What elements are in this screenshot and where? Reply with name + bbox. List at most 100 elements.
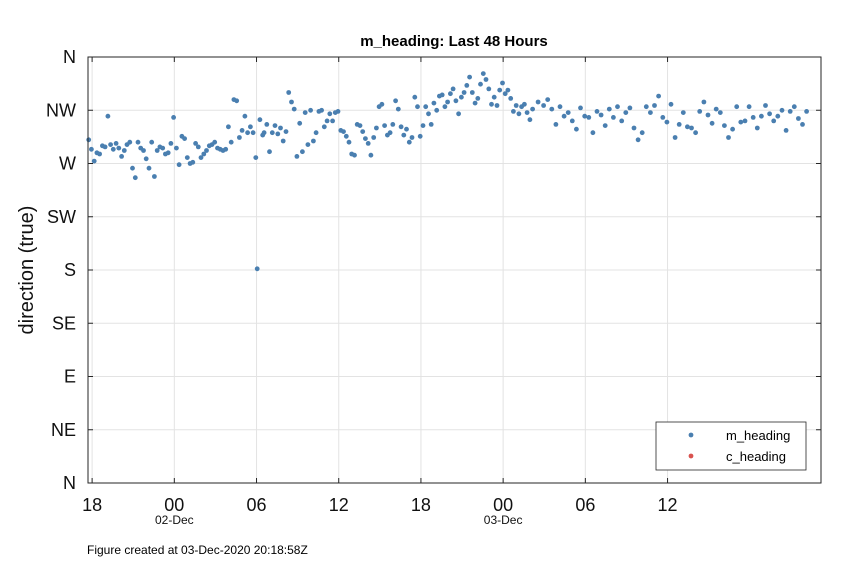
m-heading-point — [524, 110, 530, 115]
m-heading-point — [113, 141, 119, 146]
m-heading-point — [415, 104, 420, 110]
m-heading-point — [594, 109, 600, 114]
m-heading-point — [771, 118, 777, 124]
m-heading-point — [639, 130, 645, 136]
m-heading-point — [497, 87, 503, 93]
m-heading-point — [530, 106, 535, 112]
m-heading-point — [668, 101, 674, 107]
m-heading-point — [511, 109, 516, 114]
m-heading-point — [267, 149, 272, 155]
m-heading-point — [201, 151, 207, 157]
m-heading-point — [365, 141, 371, 146]
m-heading-point — [269, 130, 275, 136]
m-heading-point — [409, 135, 415, 140]
m-heading-point — [453, 98, 459, 104]
m-heading-point — [319, 107, 324, 113]
x-tick-label: 12 — [658, 495, 678, 515]
m-heading-point — [300, 149, 305, 155]
x-tick-label: 06 — [575, 495, 595, 515]
m-heading-point — [379, 101, 385, 107]
m-heading-point — [283, 129, 289, 135]
m-heading-point — [280, 138, 286, 144]
m-heading-point — [324, 118, 330, 124]
m-heading-point — [713, 106, 719, 112]
m-heading-point — [775, 113, 781, 119]
m-heading-point — [174, 145, 179, 151]
m-heading-point — [195, 144, 201, 150]
m-heading-point — [245, 130, 251, 136]
x-tick-label: 06 — [247, 495, 267, 515]
m-heading-point — [619, 118, 625, 124]
m-heading-point — [513, 103, 519, 108]
m-heading-point — [467, 74, 472, 80]
m-heading-point — [561, 113, 567, 119]
m-heading-point — [119, 154, 124, 159]
m-heading-point — [486, 86, 492, 92]
m-heading-point — [545, 97, 551, 102]
m-heading-point — [505, 87, 511, 93]
m-heading-point — [442, 104, 448, 110]
m-heading-point — [141, 148, 146, 153]
m-heading-point — [734, 104, 740, 110]
m-heading-point — [406, 139, 412, 145]
m-heading-point — [371, 135, 377, 140]
x-tick-label: 18 — [411, 495, 431, 515]
m-heading-point — [779, 107, 785, 113]
m-heading-point — [516, 111, 522, 117]
m-heading-point — [423, 104, 429, 110]
m-heading-point — [783, 127, 789, 133]
m-heading-point — [689, 125, 694, 131]
m-heading-point — [553, 122, 559, 127]
m-heading-point — [184, 155, 190, 161]
m-heading-point — [611, 115, 616, 120]
m-heading-point — [272, 123, 278, 128]
m-heading-point — [738, 119, 744, 125]
m-heading-point — [459, 94, 464, 100]
data-points — [86, 71, 809, 272]
m-heading-point — [311, 138, 316, 144]
m-heading-point — [412, 94, 418, 100]
m-heading-point — [726, 135, 731, 140]
m-heading-point — [302, 110, 308, 115]
m-heading-point — [226, 124, 231, 130]
m-heading-point — [368, 152, 374, 158]
m-heading-point — [335, 109, 341, 114]
m-heading-point — [672, 135, 678, 140]
m-heading-point — [382, 123, 387, 128]
m-heading-point — [357, 123, 363, 128]
legend-label-m-heading: m_heading — [726, 428, 790, 443]
figure-created-caption: Figure created at 03-Dec-2020 20:18:58Z — [87, 543, 308, 557]
m-heading-point — [522, 101, 527, 107]
m-heading-point — [705, 112, 711, 118]
m-heading-point — [478, 81, 483, 87]
m-heading-point — [502, 91, 508, 97]
m-heading-point — [254, 266, 260, 272]
chart-title: m_heading: Last 48 Hours — [360, 33, 548, 50]
m-heading-point — [275, 131, 281, 137]
m-heading-point — [387, 130, 393, 136]
m-heading-point — [91, 158, 97, 164]
m-heading-point — [693, 130, 698, 136]
m-heading-point — [289, 99, 294, 105]
y-tick-label: SW — [47, 207, 76, 227]
m-heading-point — [116, 145, 122, 151]
m-heading-point — [146, 165, 152, 171]
legend-marker-c-heading — [688, 453, 694, 459]
m-heading-point — [149, 139, 155, 145]
y-tick-label: N — [63, 47, 76, 67]
m-heading-point — [615, 104, 620, 110]
m-heading-point — [565, 110, 571, 115]
date-label: 03-Dec — [484, 513, 523, 527]
y-tick-label: N — [63, 473, 76, 493]
m-heading-point — [343, 133, 349, 139]
m-heading-point — [198, 155, 204, 161]
m-heading-point — [182, 136, 188, 142]
m-heading-point — [121, 148, 127, 153]
m-heading-point — [105, 113, 111, 119]
m-heading-point — [398, 124, 404, 130]
m-heading-point — [489, 101, 494, 107]
m-heading-point — [190, 159, 196, 165]
m-heading-point — [313, 130, 319, 136]
m-heading-point — [491, 94, 497, 100]
